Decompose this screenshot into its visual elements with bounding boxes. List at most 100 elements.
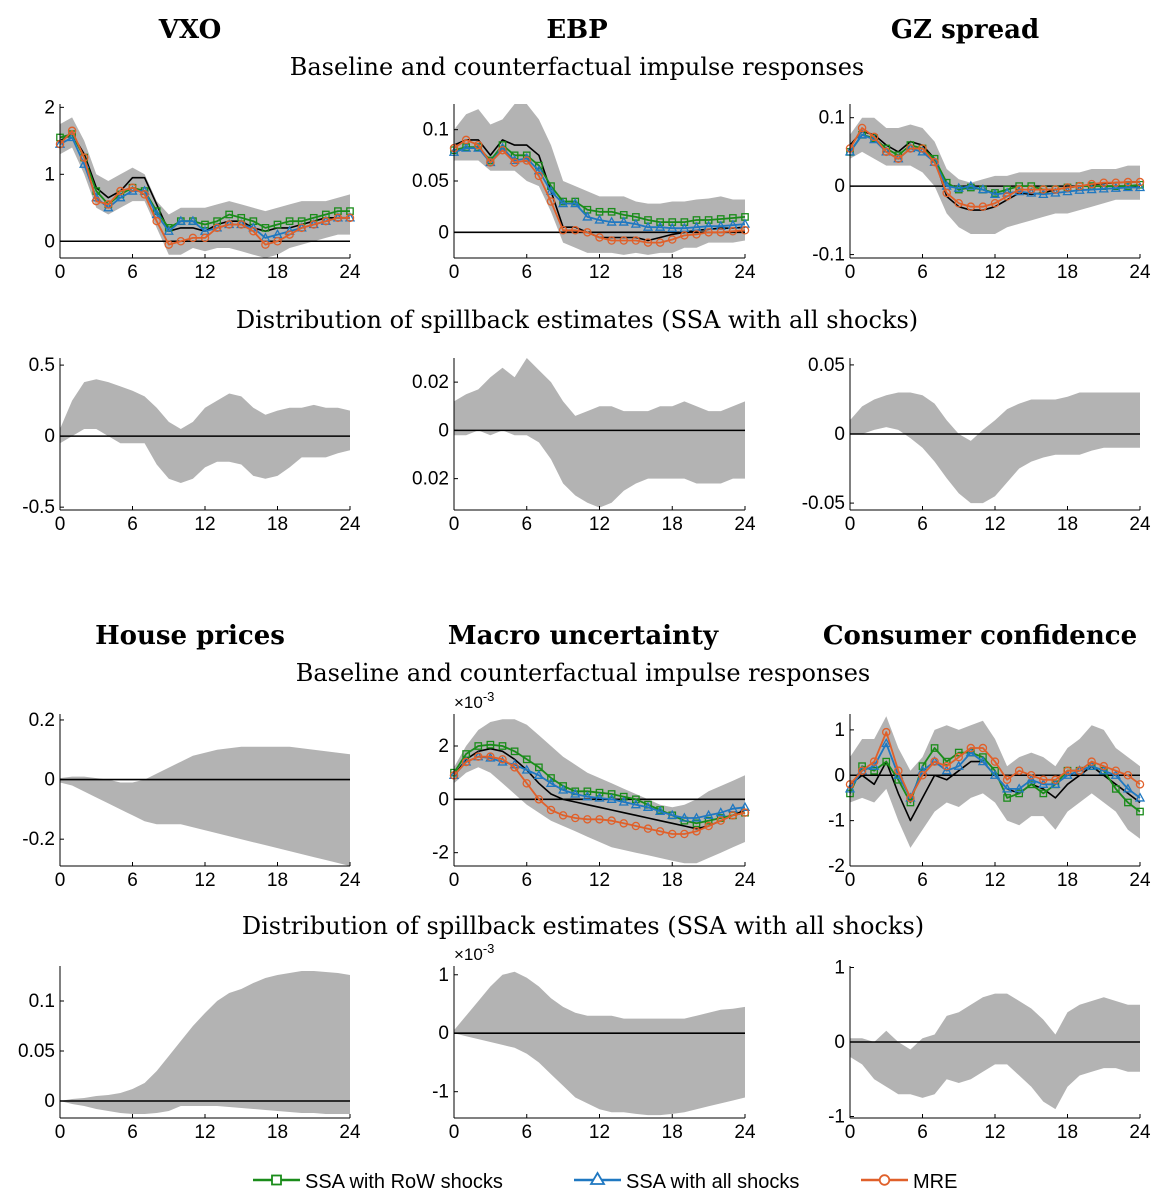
marker-all	[691, 812, 702, 822]
y-tick-label: -1	[828, 811, 845, 832]
x-tick-label: 24	[1129, 870, 1151, 891]
marker-row	[1136, 807, 1144, 816]
y-tick-label: 0	[438, 789, 449, 810]
x-tick-label: 12	[589, 870, 610, 891]
marker-row	[632, 795, 640, 804]
marker-mre	[918, 771, 927, 780]
marker-mre	[857, 766, 867, 775]
marker-row	[583, 787, 592, 796]
confidence-band	[454, 971, 745, 1116]
x-tick-label: 12	[194, 514, 215, 535]
marker-mre	[1014, 766, 1024, 775]
marker-mre	[869, 132, 879, 142]
marker-all	[630, 799, 641, 809]
y-tick-label: 0.05	[412, 171, 449, 192]
marker-mre	[906, 144, 915, 153]
confidence-band	[60, 379, 350, 483]
panel-ebp-spill: 0 6 12 18 24 0.02 0 0.02	[412, 358, 756, 535]
marker-all	[953, 182, 964, 192]
series-line-baseline	[453, 747, 746, 830]
y-tick-label: -0.5	[22, 497, 55, 518]
marker-mre	[1075, 766, 1084, 775]
marker-mre	[595, 815, 604, 824]
marker-row	[930, 744, 939, 752]
y-tick-label: 0.1	[29, 991, 55, 1012]
marker-all	[1134, 792, 1146, 802]
y-tick-label: 0.02	[412, 469, 449, 490]
x-tick-label: 6	[127, 514, 138, 535]
marker-row	[1027, 780, 1036, 789]
marker-all	[965, 180, 976, 190]
marker-all	[703, 809, 714, 819]
marker-all	[941, 765, 952, 775]
y-tick-label: 1	[44, 164, 55, 185]
y-tick-label: 0	[438, 1023, 449, 1044]
marker-mre	[978, 743, 988, 753]
marker-mre	[906, 793, 915, 803]
marker-all	[1122, 783, 1134, 793]
marker-mre	[1099, 178, 1109, 187]
marker-all	[1014, 783, 1025, 793]
marker-mre	[67, 126, 77, 136]
marker-all	[1134, 181, 1146, 192]
marker-mre	[1002, 192, 1012, 201]
marker-mre	[1123, 177, 1133, 187]
marker-all	[594, 214, 605, 224]
marker-mre	[1027, 185, 1036, 194]
marker-row	[656, 218, 664, 226]
marker-all	[667, 809, 678, 819]
marker-mre	[1111, 178, 1121, 187]
caption-spill-top: Distribution of spillback estimates (SSA…	[236, 306, 918, 334]
x-tick-label: 18	[1057, 514, 1078, 535]
panel-vxo-spill: 0 6 12 18 24-0.500.5	[22, 355, 361, 535]
y-tick-label: 0.1	[819, 108, 845, 129]
marker-all	[582, 211, 593, 221]
confidence-band	[850, 117, 1140, 234]
x-tick-label: 24	[339, 1122, 361, 1143]
marker-mre	[583, 228, 592, 237]
x-tick-label: 24	[339, 514, 361, 535]
marker-row	[607, 207, 616, 216]
marker-all	[558, 198, 569, 208]
marker-mre	[333, 213, 343, 223]
marker-mre	[164, 240, 173, 249]
legend-item-mre: MRE	[861, 1171, 957, 1193]
x-tick-label: 24	[734, 514, 756, 535]
marker-all	[533, 165, 544, 175]
x-tick-label: 12	[984, 262, 1005, 283]
marker-mre	[1135, 780, 1145, 789]
marker-mre	[558, 226, 568, 235]
marker-mre	[1039, 185, 1048, 194]
series-line-all	[849, 742, 1141, 799]
marker-all	[618, 796, 629, 806]
y-tick-label: 1	[834, 720, 845, 741]
marker-mre	[558, 811, 568, 820]
marker-mre	[321, 216, 331, 226]
marker-row	[1124, 798, 1132, 807]
marker-row	[261, 224, 270, 232]
y-tick-label: 1	[438, 965, 449, 986]
marker-all	[642, 801, 654, 811]
marker-mre	[461, 135, 471, 145]
marker-all	[1086, 184, 1097, 194]
marker-mre	[692, 230, 701, 239]
y-tick-label: 0.05	[18, 1041, 55, 1062]
marker-mre	[1051, 185, 1060, 194]
marker-mre	[607, 816, 616, 825]
marker-mre	[1014, 185, 1024, 194]
marker-all	[869, 760, 880, 770]
marker-mre	[571, 226, 580, 235]
x-tick-label: 18	[267, 1122, 288, 1143]
marker-mre	[486, 158, 495, 167]
marker-all	[1050, 778, 1061, 788]
marker-mre	[716, 228, 726, 237]
marker-mre	[930, 157, 939, 167]
x-tick-label: 24	[1129, 1122, 1151, 1143]
marker-mre	[461, 757, 471, 767]
marker-row	[882, 757, 891, 766]
marker-all	[965, 747, 976, 757]
marker-mre	[882, 147, 891, 157]
y-tick-label: 0	[44, 770, 55, 791]
marker-mre	[728, 227, 738, 236]
x-tick-label: 18	[662, 870, 683, 891]
